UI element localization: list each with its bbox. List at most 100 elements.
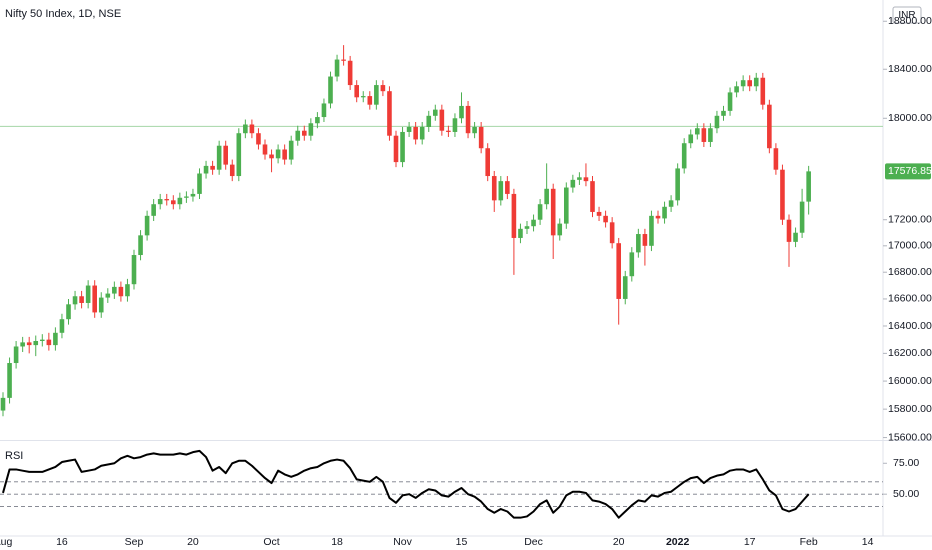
rsi-line (2, 449, 810, 519)
candle-body (223, 145, 228, 165)
y-tick-label: 16600.00 (888, 293, 932, 305)
candle-body (786, 219, 792, 242)
candle-body (603, 215, 608, 223)
candle-body (511, 193, 517, 238)
candle-body (308, 123, 314, 136)
chart-title: Nifty 50 Index, 1D, NSE (5, 8, 121, 20)
candle-body (714, 115, 720, 129)
x-tick-label: 14 (862, 536, 874, 548)
x-tick-label: 2022 (666, 536, 690, 548)
currency-box[interactable] (892, 6, 922, 24)
candle-body (367, 96, 373, 105)
candle-body (275, 149, 281, 159)
candle-body (734, 86, 739, 93)
currency[interactable]: INR (898, 10, 915, 21)
candle-body (66, 304, 71, 320)
candle-body (609, 222, 615, 244)
candle-body (590, 181, 595, 212)
candle-body (184, 196, 189, 198)
last-price-label: 17576.85 (888, 165, 932, 177)
x-tick-label: Aug (0, 536, 12, 548)
candle-body (799, 201, 805, 233)
candle-body (793, 232, 798, 242)
x-tick-label: 20 (613, 536, 625, 548)
candle-body (564, 187, 569, 224)
y-tick-label: 18800.00 (888, 15, 932, 27)
candle-body (740, 80, 746, 87)
candle-body (596, 211, 602, 216)
candle-body (550, 188, 556, 236)
candle-body (354, 85, 359, 98)
candle-body (315, 117, 320, 124)
candle-body (262, 144, 268, 155)
candle-body (118, 286, 124, 297)
candle-body (636, 234, 641, 253)
candle-body (0, 397, 6, 411)
candle-body (288, 140, 294, 160)
x-tick-label: 20 (187, 536, 199, 548)
x-tick-label: Nov (393, 536, 412, 548)
candle-body (203, 165, 209, 174)
candle-body (465, 105, 471, 134)
candle-body (760, 77, 766, 105)
candle-body (302, 130, 307, 136)
candle-body (33, 341, 39, 346)
candle-body (675, 168, 680, 201)
indicator-name: RSI (5, 450, 23, 462)
candle-body (13, 346, 19, 364)
rsi-y-tick-label: 50.00 (893, 488, 919, 500)
candle-body (485, 148, 490, 177)
y-tick-label: 17200.00 (888, 213, 932, 225)
candle-body (190, 193, 196, 197)
candle-body (439, 109, 445, 131)
candle-body (780, 169, 785, 220)
candle-body (747, 80, 752, 87)
candle-body (721, 110, 726, 116)
candle-body (727, 92, 733, 111)
candle-body (629, 252, 635, 277)
candle-body (46, 339, 52, 346)
candle-body (681, 143, 687, 169)
candle-body (570, 179, 576, 188)
y-tick-label: 15600.00 (888, 431, 932, 443)
y-tick-label: 18000.00 (888, 112, 932, 124)
candle-body (151, 204, 156, 216)
x-tick-label: 18 (331, 536, 343, 548)
candle-body (125, 284, 130, 297)
x-tick-label: Dec (524, 536, 543, 548)
candle-body (347, 60, 353, 86)
candle-body (616, 243, 621, 299)
x-tick-label: 15 (456, 536, 468, 548)
candle-body (708, 128, 713, 142)
candle-body (478, 126, 484, 149)
x-tick-label: Oct (263, 536, 279, 548)
candle-body (197, 173, 202, 194)
candle-body (380, 85, 386, 92)
x-tick-label: 16 (56, 536, 68, 548)
candle-body (40, 339, 45, 342)
candle-body (249, 124, 255, 134)
x-tick-label: Sep (125, 536, 144, 548)
candle-body (701, 128, 707, 142)
candle-body (459, 105, 464, 119)
y-tick-label: 16800.00 (888, 266, 932, 278)
candle-body (557, 223, 563, 236)
candle-body (171, 200, 176, 205)
y-tick-label: 17000.00 (888, 240, 932, 252)
y-tick-label: 15800.00 (888, 403, 932, 415)
candle-body (655, 215, 661, 219)
candle-body (157, 199, 163, 205)
x-tick-label: 17 (744, 536, 756, 548)
candle-body (269, 154, 274, 159)
candle-body (236, 133, 242, 177)
candle-body (491, 176, 497, 201)
y-tick-label: 18400.00 (888, 63, 932, 75)
candle-body (433, 109, 438, 116)
candle-body (328, 76, 333, 104)
last-price-box (885, 163, 931, 180)
candle-body (695, 128, 700, 135)
candle-body (446, 130, 451, 132)
candle-body (295, 130, 301, 141)
candle-body (341, 59, 346, 61)
